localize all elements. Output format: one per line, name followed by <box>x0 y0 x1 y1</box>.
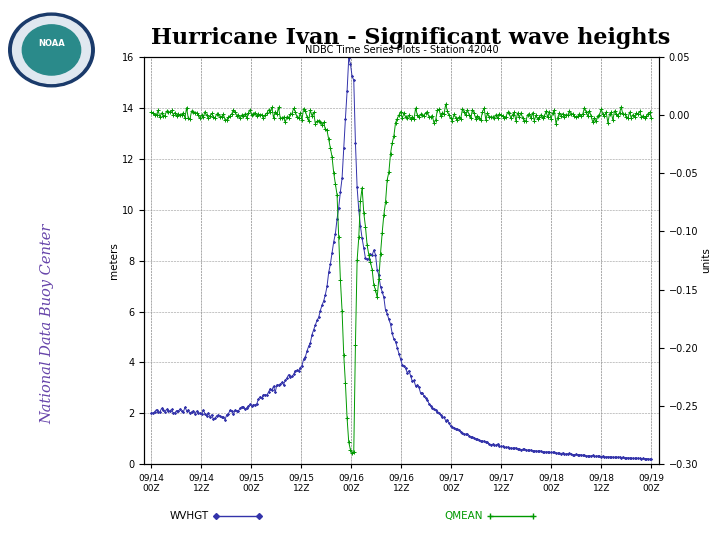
Circle shape <box>22 25 81 75</box>
Text: WVHGT: WVHGT <box>170 511 209 521</box>
Y-axis label: meters: meters <box>109 242 119 279</box>
Text: NOAA: NOAA <box>38 39 65 48</box>
Y-axis label: units: units <box>701 248 711 273</box>
Text: Hurricane Ivan - Significant wave heights: Hurricane Ivan - Significant wave height… <box>150 27 670 49</box>
Text: QMEAN: QMEAN <box>444 511 482 521</box>
Circle shape <box>9 13 94 87</box>
Circle shape <box>13 16 91 84</box>
Title: NDBC Time Series Plots - Station 42040: NDBC Time Series Plots - Station 42040 <box>305 44 498 55</box>
Text: National Data Buoy Center: National Data Buoy Center <box>40 224 54 424</box>
